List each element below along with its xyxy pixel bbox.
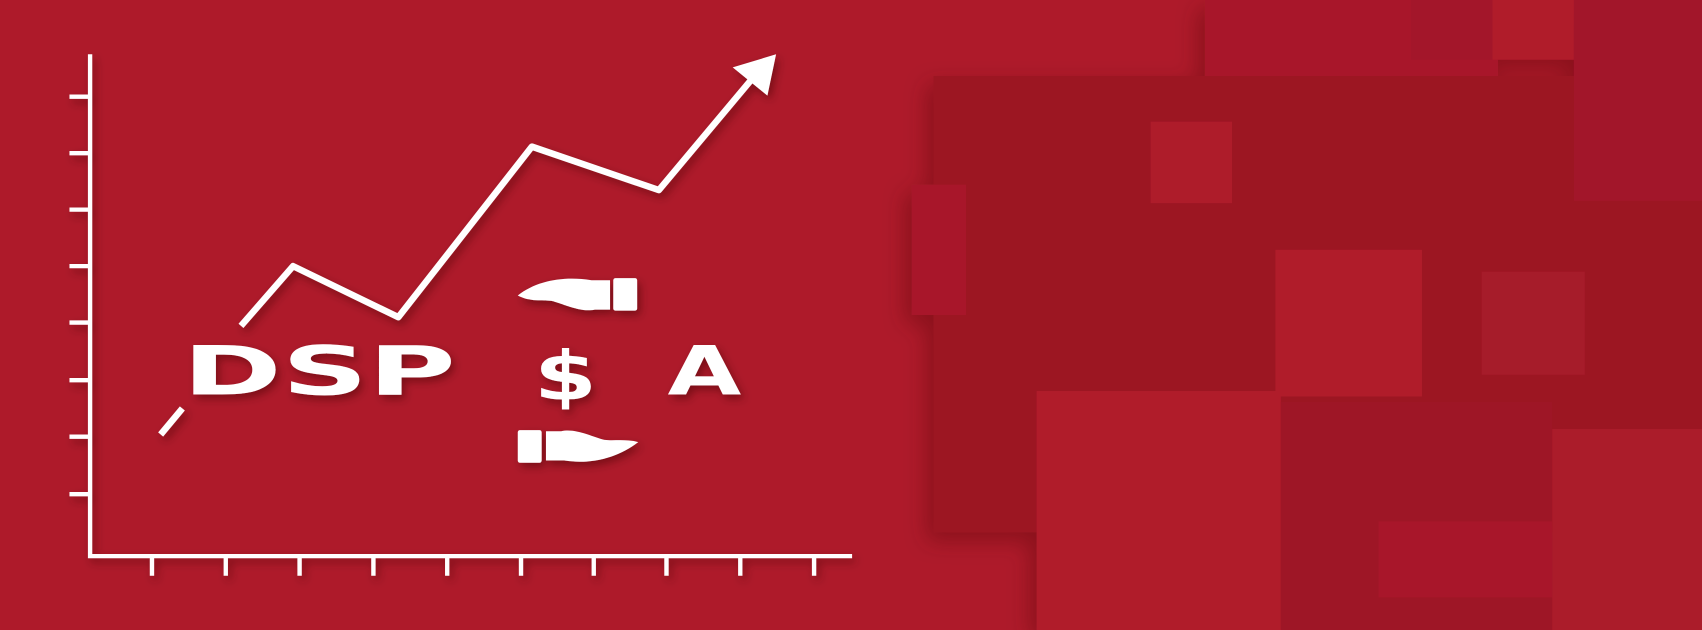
- y-ticks: [69, 94, 91, 497]
- square: [1378, 521, 1553, 598]
- square: [1492, 0, 1574, 60]
- x-ticks: [149, 556, 817, 576]
- cuff-bottom: [517, 430, 542, 463]
- trend-line: [238, 73, 757, 329]
- trend-line: [158, 406, 185, 437]
- decor-squares: [911, 0, 1702, 630]
- hand-bottom: [545, 430, 639, 462]
- logo-text: DSP: [182, 332, 456, 410]
- square: [911, 184, 967, 315]
- arrow-head: [732, 54, 777, 96]
- axes: [87, 54, 853, 559]
- square: [1036, 391, 1281, 630]
- logo: DSP $ A: [182, 332, 741, 415]
- square: [1411, 0, 1493, 60]
- logo-text: A: [668, 332, 742, 410]
- cuff-top: [613, 278, 638, 311]
- square: [1481, 271, 1585, 375]
- square: [1150, 121, 1232, 204]
- logo-symbol: $: [534, 338, 597, 416]
- square: [1552, 429, 1702, 630]
- square: [1573, 0, 1702, 201]
- square: [1275, 249, 1422, 397]
- chart-illustration: [69, 54, 853, 576]
- hand-icons: [517, 278, 639, 463]
- hand-top: [517, 278, 611, 311]
